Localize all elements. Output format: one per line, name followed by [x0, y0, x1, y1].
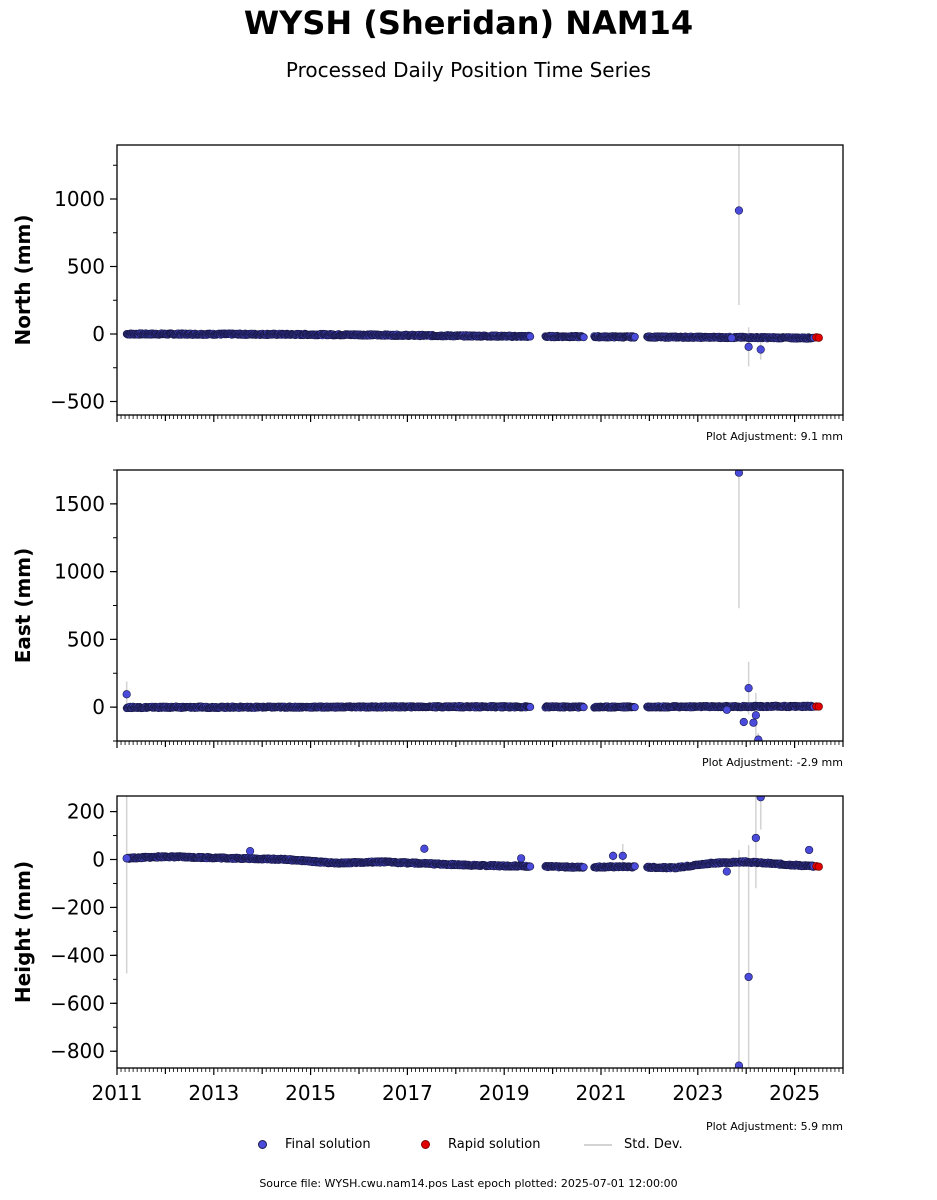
y-tick-label: −500 — [50, 390, 105, 414]
panel-east: 0 500 1000 1500 East (mm) Plot Adjustment: -2… — [11, 469, 844, 769]
y-tick-label: 0 — [92, 322, 105, 346]
data-point — [579, 863, 588, 872]
y-axis-label: East (mm) — [11, 548, 35, 664]
outlier-point — [744, 972, 753, 982]
y-tick-label: −600 — [50, 991, 105, 1015]
outlier-point — [734, 1061, 744, 1068]
axes-frame — [116, 795, 844, 1069]
outlier-point — [734, 470, 744, 477]
outlier-point — [734, 206, 744, 215]
outlier-point — [618, 851, 627, 861]
outlier-point — [754, 735, 763, 741]
panel-north: −500 0 500 1000 North (mm) Plot Adjustment: 9… — [11, 144, 844, 443]
data-point — [631, 703, 639, 712]
outlier-point — [246, 847, 255, 856]
outlier-point — [722, 867, 731, 876]
data-point — [631, 862, 639, 871]
y-tick-label: 1500 — [54, 492, 105, 516]
plot-adjustment-label: Plot Adjustment: 9.1 mm — [706, 430, 843, 443]
chart-title: WYSH (Sheridan) NAM14 — [243, 4, 694, 42]
y-tick-label: 0 — [92, 695, 105, 719]
data-point — [526, 862, 535, 871]
outlier-point — [739, 717, 748, 727]
outlier-point — [751, 833, 760, 843]
outlier-point — [744, 342, 753, 351]
chart-subtitle: Processed Daily Position Time Series — [285, 58, 652, 82]
y-tick-label: −200 — [50, 895, 105, 919]
y-tick-label: 0 — [92, 848, 105, 872]
outlier-point — [420, 844, 429, 853]
y-tick-label: 500 — [67, 255, 105, 279]
axes-frame — [116, 469, 844, 742]
outlier-point — [805, 845, 814, 855]
y-axis-label: North (mm) — [11, 214, 35, 345]
data-point — [526, 703, 535, 711]
rapid-point — [814, 333, 823, 342]
outlier-point — [756, 345, 765, 354]
outlier-point — [122, 854, 131, 863]
y-tick-label: 200 — [67, 800, 105, 824]
plot-area — [122, 796, 823, 1068]
outlier-point — [722, 705, 731, 714]
outlier-point — [751, 711, 760, 720]
y-tick-label: 1000 — [54, 187, 105, 211]
rapid-point — [814, 862, 823, 871]
data-point — [579, 703, 588, 712]
y-tick-label: −400 — [50, 943, 105, 967]
outlier-point — [749, 718, 758, 727]
outlier-point — [517, 854, 526, 863]
plot-area — [122, 470, 823, 741]
outlier-point — [608, 851, 618, 861]
outlier-point — [756, 796, 765, 802]
outlier-point — [727, 333, 736, 343]
plot-adjustment-label: Plot Adjustment: -2.9 mm — [702, 756, 843, 769]
outlier-point — [122, 690, 131, 699]
rapid-point — [814, 702, 823, 711]
outlier-point — [744, 684, 753, 693]
data-point — [631, 332, 639, 341]
y-tick-label: 1000 — [54, 560, 105, 584]
plot-area — [122, 145, 823, 367]
data-point — [579, 333, 588, 342]
data-point — [526, 332, 535, 341]
y-tick-label: −800 — [50, 1039, 105, 1063]
y-tick-label: 500 — [67, 627, 105, 651]
axes-frame — [116, 144, 844, 416]
